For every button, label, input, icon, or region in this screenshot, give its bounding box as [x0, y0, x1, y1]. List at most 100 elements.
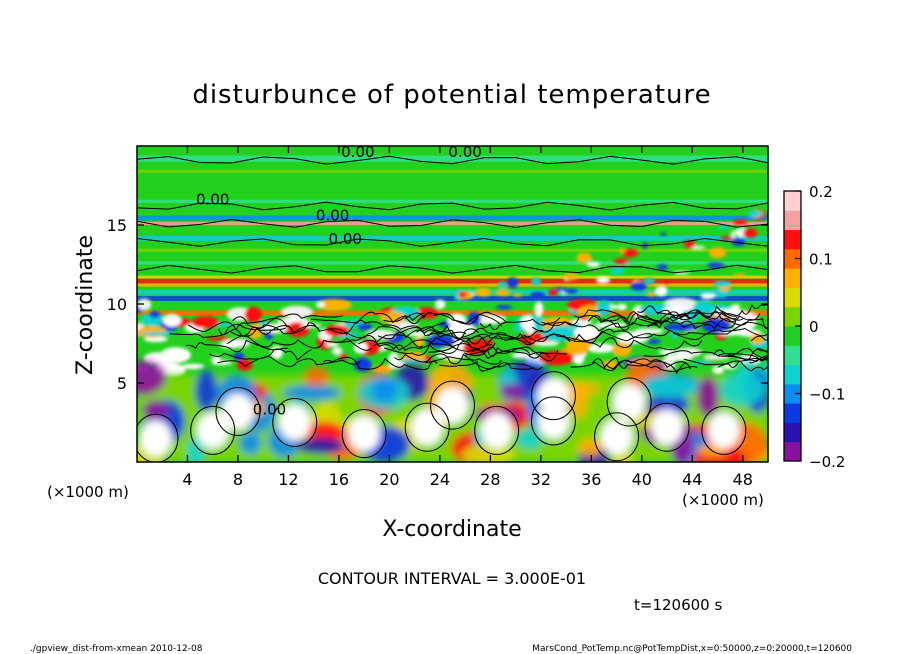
contour-label: 0.00	[316, 206, 349, 224]
contour-loop	[430, 380, 475, 430]
field-band	[137, 283, 768, 287]
colorbar-tick-label: 0.1	[809, 251, 833, 269]
x-tick-label: 16	[329, 470, 349, 489]
mixing-cell	[353, 357, 372, 373]
mixing-cell	[495, 305, 513, 310]
contour-line	[425, 356, 543, 370]
colorbar-segment	[784, 345, 801, 366]
plume-cell	[630, 281, 647, 291]
x-tick-label: 20	[379, 470, 399, 489]
convective-blob	[296, 437, 345, 454]
mixing-cell	[670, 330, 679, 339]
mixing-cell	[572, 352, 585, 365]
mixing-cell	[324, 342, 339, 347]
mixing-cell	[207, 336, 230, 341]
contour-loop	[341, 409, 387, 459]
thermal-core	[348, 415, 381, 452]
mixing-cell	[690, 360, 713, 365]
mixing-cell	[191, 316, 219, 329]
colorbar-segment	[784, 191, 801, 211]
mixing-cell	[567, 319, 593, 325]
mixing-cell	[315, 301, 325, 307]
mixing-cell	[414, 336, 424, 348]
contour-line	[137, 218, 768, 228]
plume-cell	[596, 276, 611, 284]
contour-line	[358, 337, 455, 351]
mixing-cell	[658, 349, 676, 355]
plume-cell	[656, 264, 668, 271]
plume-cell	[498, 281, 507, 289]
contour-line	[383, 312, 503, 327]
contour-line	[394, 353, 502, 365]
plume-cell	[619, 248, 626, 254]
mixing-cell	[525, 319, 535, 335]
colorbar-segment	[784, 326, 801, 346]
plume-cell	[562, 288, 579, 294]
thermal-core	[221, 393, 254, 430]
thermal-core	[411, 409, 444, 446]
thermal-core	[278, 404, 311, 441]
contour-loop	[644, 402, 690, 452]
y-tick-label: 10	[107, 295, 127, 314]
plume-cell	[477, 291, 491, 297]
colorbar-segment	[784, 422, 801, 443]
colorbar-segment	[784, 287, 801, 308]
contour-loop	[272, 398, 318, 447]
plume-cell	[586, 262, 600, 268]
convective-blob	[499, 383, 525, 400]
colorbar-segment	[784, 441, 801, 462]
plume-cell	[707, 262, 725, 269]
contour-line	[169, 326, 287, 338]
mixing-cell	[315, 299, 352, 311]
time-label: t=120600 s	[634, 596, 722, 614]
colorbar-segment	[784, 210, 801, 231]
plume-cell	[512, 293, 523, 297]
convective-blob	[515, 429, 544, 450]
mixing-cell	[674, 347, 702, 358]
x-tick-label: 28	[480, 470, 500, 489]
y-tick-label: 15	[107, 216, 127, 235]
mixing-cell	[332, 346, 343, 356]
contour-line	[383, 340, 493, 356]
mixing-cell	[612, 341, 632, 357]
plume-cell	[742, 228, 758, 238]
thermal-core	[139, 420, 172, 457]
contour-line	[217, 356, 361, 368]
plume-cell	[642, 278, 656, 284]
mixing-cell	[324, 324, 349, 337]
field-band	[137, 261, 768, 265]
mixing-cell	[730, 304, 741, 310]
convective-blob	[641, 375, 699, 398]
contour-label: 0.00	[448, 143, 481, 161]
x-tick-label: 4	[182, 470, 192, 489]
contour-label: 0.00	[253, 401, 286, 419]
field-band	[137, 248, 768, 252]
contour-loop	[530, 396, 576, 446]
mixing-cell	[143, 336, 168, 343]
convective-blob	[569, 381, 588, 419]
plume-cell	[684, 240, 696, 249]
plume-cell	[531, 277, 541, 286]
contour-line	[416, 324, 515, 340]
mixing-cell	[357, 323, 373, 331]
y-axis: 5 10 15	[107, 216, 768, 393]
plume-cell	[708, 247, 727, 259]
contour-label: 0.00	[196, 190, 229, 208]
contour-line	[563, 328, 670, 344]
field-band	[137, 278, 768, 284]
contour-line	[451, 335, 534, 346]
contour-line	[185, 339, 289, 353]
convective-blob	[304, 366, 329, 387]
colorbar-segment	[784, 383, 801, 404]
contour-line	[345, 326, 467, 339]
plume-cell	[548, 288, 558, 296]
contour-line	[643, 348, 768, 359]
contour-loop	[190, 405, 236, 455]
field-band	[137, 275, 768, 279]
contour-label: 0.00	[329, 230, 362, 248]
contour-line	[137, 237, 768, 247]
thermal-core	[613, 383, 646, 420]
plume-cell	[506, 277, 518, 289]
